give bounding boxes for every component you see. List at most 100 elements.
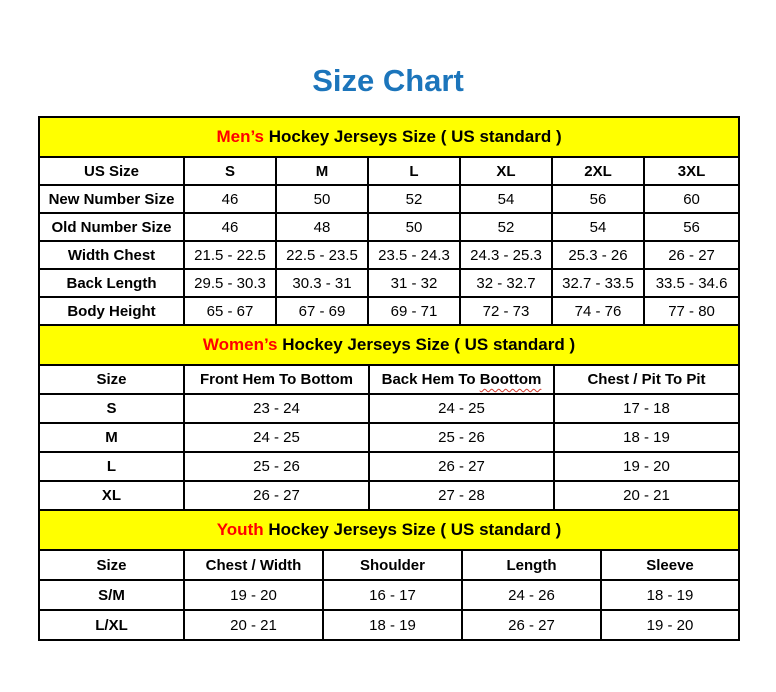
value-cell: 52 [459,212,553,242]
row-label-cell: S/M [38,579,185,611]
value-cell: 19 - 20 [552,451,741,482]
header-row: Size Front Hem To Bottom Back Hem To Boott… [38,364,741,395]
value-cell: 18 - 19 [600,579,740,611]
table-row: L 25 - 26 26 - 27 19 - 20 [38,451,741,482]
value-cell: 65 - 67 [183,296,277,326]
page-title: Size Chart [312,63,464,98]
row-label-cell: New Number Size [38,184,185,214]
value-cell: 26 - 27 [183,480,370,511]
header-cell: Chest / Width [183,549,324,581]
value-cell: 48 [275,212,369,242]
value-cell: 54 [551,212,645,242]
value-cell: 31 - 32 [367,268,461,298]
value-cell: 50 [367,212,461,242]
value-cell: 50 [275,184,369,214]
header-cell: L [367,156,461,186]
size-chart-page: Size Chart Men’s Hockey Jerseys Size ( U… [37,63,741,641]
value-cell: 33.5 - 34.6 [642,268,741,298]
header-cell: 2XL [551,156,645,186]
header-cell: M [275,156,369,186]
value-cell: 20 - 21 [552,480,741,511]
section-band-accent: Women’s [202,335,278,354]
section-band-text: Hockey Jerseys Size ( US standard ) [263,520,562,539]
table-row: New Number Size 46 50 52 54 56 60 [38,184,741,214]
header-cell: Sleeve [600,549,740,581]
value-cell: 18 - 19 [322,609,463,641]
value-cell: 19 - 20 [183,579,324,611]
header-cell: US Size [38,156,185,186]
table-row: L/XL 20 - 21 18 - 19 26 - 27 19 - 20 [38,609,740,641]
table-row: Body Height 65 - 67 67 - 69 69 - 71 72 - 73 7… [38,296,741,326]
value-cell: 46 [183,184,277,214]
value-cell: 52 [367,184,461,214]
table-row: S 23 - 24 24 - 25 17 - 18 [38,393,741,424]
header-cell: 3XL [642,156,741,186]
value-cell: 72 - 73 [459,296,553,326]
value-cell: 26 - 27 [368,451,555,482]
value-cell: 32 - 32.7 [459,268,553,298]
value-cell: 20 - 21 [183,609,324,641]
row-label-cell: M [38,422,185,453]
value-cell: 23 - 24 [183,393,370,424]
header-row: US Size S M L XL 2XL 3XL [38,156,741,186]
size-table-men: Men’s Hockey Jerseys Size ( US standard … [37,116,741,326]
size-table-women: Women’s Hockey Jerseys Size ( US standar… [37,324,741,511]
row-label-cell: XL [38,480,185,511]
value-cell: 46 [183,212,277,242]
value-cell: 25.3 - 26 [551,240,645,270]
section-band-youth: Youth Hockey Jerseys Size ( US standard … [38,509,740,551]
value-cell: 25 - 26 [368,422,555,453]
row-label-cell: Body Height [38,296,185,326]
row-label-cell: Width Chest [38,240,185,270]
value-cell: 69 - 71 [367,296,461,326]
value-cell: 24.3 - 25.3 [459,240,553,270]
section-band-accent: Youth [216,520,264,539]
section-band-text: Hockey Jerseys Size ( US standard ) [277,335,576,354]
table-row: Old Number Size 46 48 50 52 54 56 [38,212,741,242]
section-band-accent: Men’s [216,127,264,146]
row-label-cell: S [38,393,185,424]
value-cell: 30.3 - 31 [275,268,369,298]
value-cell: 25 - 26 [183,451,370,482]
section-band-men: Men’s Hockey Jerseys Size ( US standard … [37,116,741,158]
value-cell: 77 - 80 [642,296,741,326]
table-row: Back Length 29.5 - 30.3 30.3 - 31 31 - 32 32… [38,268,741,298]
value-cell: 24 - 25 [368,393,555,424]
value-cell: 74 - 76 [551,296,645,326]
value-cell: 32.7 - 33.5 [551,268,645,298]
table-row: M 24 - 25 25 - 26 18 - 19 [38,422,741,453]
section-band-women: Women’s Hockey Jerseys Size ( US standar… [37,324,741,366]
header-cell: S [183,156,277,186]
value-cell: 27 - 28 [368,480,555,511]
header-row: Size Chest / Width Shoulder Length Sleeve [38,549,740,581]
row-label-cell: Old Number Size [38,212,185,242]
value-cell: 23.5 - 24.3 [367,240,461,270]
value-cell: 54 [459,184,553,214]
header-cell: Back Hem To Boottom [368,364,555,395]
misspelled-word: Boottom [479,371,542,388]
value-cell: 56 [551,184,645,214]
size-table-youth: Youth Hockey Jerseys Size ( US standard … [38,509,740,641]
header-cell: Front Hem To Bottom [183,364,370,395]
row-label-cell: L [38,451,185,482]
value-cell: 21.5 - 22.5 [183,240,277,270]
header-cell: Size [38,364,185,395]
table-row: Width Chest 21.5 - 22.5 22.5 - 23.5 23.5 - … [38,240,741,270]
value-cell: 24 - 26 [461,579,602,611]
value-cell: 18 - 19 [552,422,741,453]
header-cell: Size [38,549,185,581]
row-label-cell: L/XL [38,609,185,641]
value-cell: 26 - 27 [642,240,741,270]
value-cell: 22.5 - 23.5 [275,240,369,270]
value-cell: 67 - 69 [275,296,369,326]
header-cell: XL [459,156,553,186]
header-cell: Chest / Pit To Pit [552,364,741,395]
header-cell: Shoulder [322,549,463,581]
value-cell: 56 [642,212,741,242]
size-chart: Men’s Hockey Jerseys Size ( US standard … [37,116,741,641]
value-cell: 24 - 25 [183,422,370,453]
section-band-text: Hockey Jerseys Size ( US standard ) [264,127,562,146]
value-cell: 26 - 27 [461,609,602,641]
value-cell: 19 - 20 [600,609,740,641]
value-cell: 16 - 17 [322,579,463,611]
